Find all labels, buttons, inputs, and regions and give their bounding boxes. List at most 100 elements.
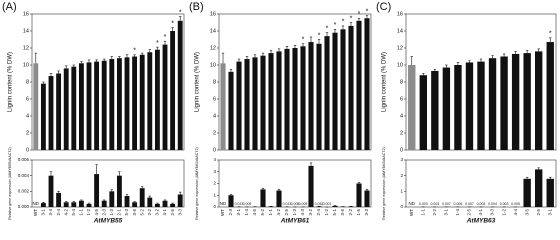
y-axis-label: Relative gene expression (AtMYB61/AtACT2… — [195, 147, 199, 220]
x-tick-label: 2-4 — [56, 209, 61, 216]
bar — [356, 20, 362, 150]
bar — [101, 60, 107, 150]
x-tick-label: 4-3 — [300, 209, 305, 216]
bar — [431, 70, 439, 150]
x-tick-label: 3-3 — [177, 209, 182, 216]
x-tick-label: 3-3 — [490, 209, 495, 216]
figure: (A)Lignin content (% DW)0246810121416***… — [2, 1, 557, 225]
y-tick-label: 2 — [400, 173, 403, 178]
bar — [292, 48, 298, 150]
x-tick-label: 4-2 — [63, 209, 68, 216]
bar — [419, 75, 427, 150]
bar — [308, 165, 314, 207]
x-tick-label: 1-4 — [244, 209, 249, 216]
y-tick-label: 0.004 — [18, 173, 30, 178]
bar — [154, 203, 160, 207]
x-tick-label: 3-5 — [340, 209, 345, 216]
bar — [332, 205, 338, 207]
y-tick-label: 16 — [210, 11, 216, 17]
bar — [316, 43, 322, 150]
bar — [252, 57, 258, 150]
bar — [364, 190, 370, 207]
bar — [340, 29, 346, 150]
x-axis-label: AtMYB55 — [93, 218, 123, 225]
x-tick-label: 2-2 — [147, 209, 152, 216]
y-tick-label: 16 — [23, 11, 29, 17]
x-tick-label: 2-4 — [316, 209, 321, 216]
significance-star: * — [549, 31, 552, 38]
x-tick-label: 1-5 — [356, 209, 361, 216]
bar — [308, 42, 314, 150]
x-tick-label: 2-3 — [228, 209, 233, 216]
bar — [324, 36, 330, 150]
y-tick-label: 10 — [397, 62, 403, 68]
y-tick-label: 2 — [213, 130, 216, 136]
x-tick-label: 2-2 — [432, 209, 437, 216]
bar — [124, 57, 130, 150]
bar — [535, 169, 543, 207]
x-tick-label: 3-5 — [524, 209, 529, 216]
y-tick-label: 6 — [26, 96, 29, 102]
bar — [154, 49, 160, 151]
bar — [116, 175, 122, 207]
bar — [109, 59, 115, 150]
bar — [56, 73, 62, 150]
y-tick-label: 10 — [23, 62, 29, 68]
value-label: 0.008 — [291, 202, 300, 206]
bar — [147, 52, 153, 150]
bar — [86, 203, 92, 207]
x-tick-label: 2-5 — [284, 209, 289, 216]
y-tick-label: 12 — [23, 45, 29, 51]
panel-label: (B) — [189, 1, 204, 13]
significance-star: * — [171, 20, 174, 27]
significance-star: * — [179, 9, 182, 16]
x-tick-label: 4-2 — [276, 209, 281, 216]
bar — [139, 188, 145, 207]
y-tick-label: 16 — [397, 11, 403, 17]
x-tick-label: 4-4 — [513, 209, 518, 216]
panel-label: (A) — [2, 1, 17, 13]
bar — [523, 53, 531, 150]
x-tick-label: 3-1 — [41, 209, 46, 216]
value-label: 0.001 — [323, 202, 332, 206]
bar — [348, 25, 354, 150]
bar — [139, 54, 145, 150]
x-axis-label: AtMYB61 — [280, 218, 310, 225]
bar — [348, 206, 354, 207]
bar — [132, 56, 138, 150]
significance-star: * — [358, 11, 361, 18]
x-tick-label: 3-3 — [364, 209, 369, 216]
y-tick-label: 0.006 — [18, 157, 30, 162]
bar — [523, 178, 531, 207]
y-tick-label: 0 — [213, 204, 216, 209]
x-tick-label: 4-5 — [252, 209, 257, 216]
significance-star: * — [342, 19, 345, 26]
y-tick-label: 14 — [23, 28, 29, 34]
bar — [284, 48, 290, 150]
significance-star: * — [326, 26, 329, 33]
bar — [63, 202, 69, 207]
y-tick-label: 6 — [400, 96, 403, 102]
bar — [454, 65, 462, 150]
y-tick-label: 10 — [210, 62, 216, 68]
y-tick-label: 1 — [213, 192, 216, 197]
y-tick-label: 12 — [397, 45, 403, 51]
y-tick-label: 8 — [26, 79, 29, 85]
y-axis-label: Lignin content (% DW) — [195, 52, 201, 112]
x-tick-label: WT — [220, 209, 225, 216]
y-tick-label: 2 — [26, 130, 29, 136]
x-tick-label: 5-2 — [260, 209, 265, 216]
x-tick-label: 3-5 — [132, 209, 137, 216]
bar — [500, 56, 508, 150]
y-tick-label: 4 — [400, 113, 403, 119]
bar — [48, 76, 54, 150]
significance-star: * — [318, 32, 321, 39]
x-tick-label: 5-2 — [139, 209, 144, 216]
y-tick-label: 0 — [26, 147, 29, 153]
y-tick-label: 2 — [213, 181, 216, 186]
bar — [356, 183, 362, 207]
y-tick-label: 1 — [400, 189, 403, 194]
y-tick-label: 0 — [400, 204, 403, 209]
x-tick-label: 4-1 — [162, 209, 167, 216]
x-tick-label: 1-3 — [109, 209, 114, 216]
